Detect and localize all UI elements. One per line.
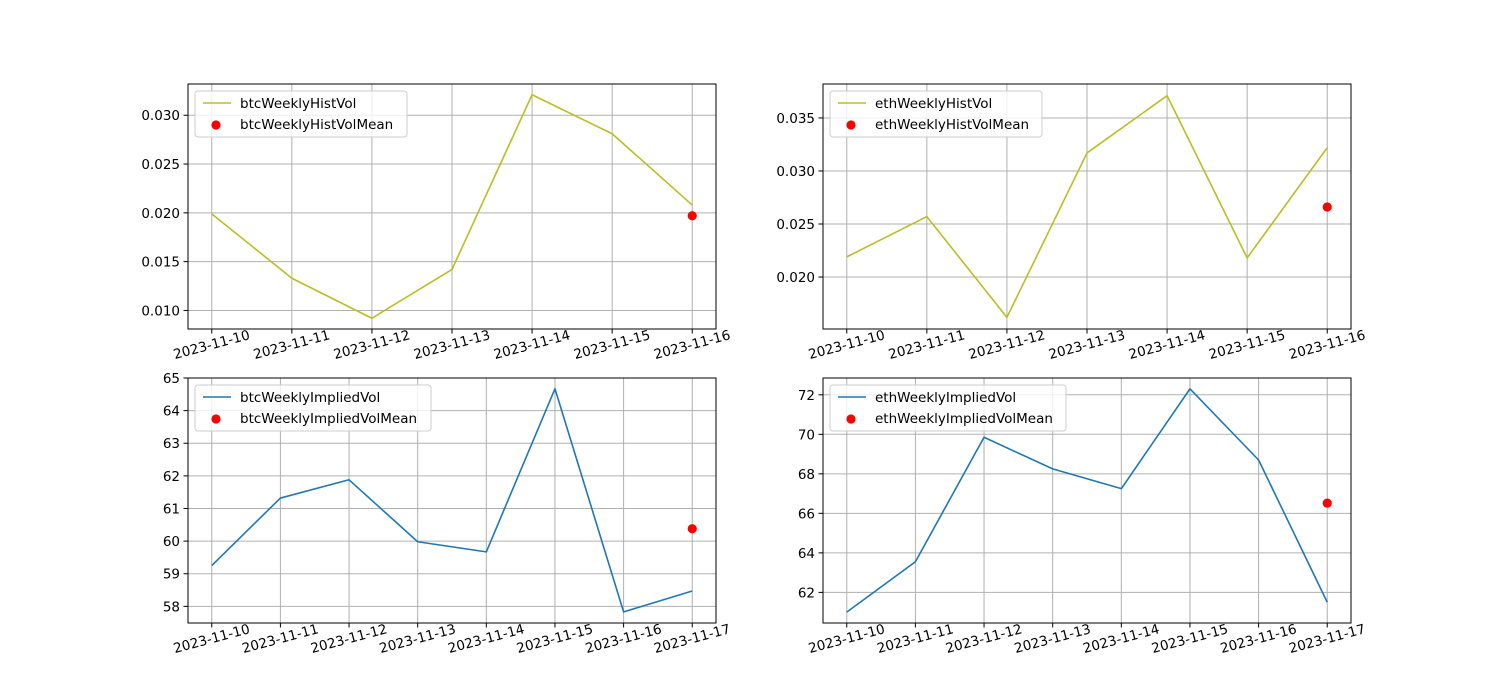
legend-dot-swatch [211,414,221,424]
y-tick-label: 0.025 [776,217,815,233]
legend: ethWeeklyHistVol ethWeeklyHistVolMean [829,90,1043,138]
y-tick-label: 0.035 [776,111,815,127]
y-tick-label: 0.030 [776,164,815,180]
y-tick-label: 72 [798,388,815,404]
axes-frame [822,83,1352,330]
legend-label: btcWeeklyHistVol [240,96,356,112]
legend-box [829,384,1067,432]
y-tick-label: 0.030 [141,108,180,124]
y-tick-label: 0.010 [141,303,180,319]
legend-label: ethWeeklyImpliedVol [875,390,1016,406]
series-line [211,387,693,613]
y-tick-label: 0.025 [141,157,180,173]
mean-point [687,524,697,534]
y-tick-label: 70 [798,427,815,443]
legend: btcWeeklyImpliedVol btcWeeklyImpliedVolMe… [194,384,432,432]
y-tick-label: 62 [798,585,815,601]
chart-eth-implied-vol: 2023-11-102023-11-112023-11-122023-11-13… [798,377,1367,657]
chart-btc-hist-vol: 2023-11-10 2023-11-11 2023-11-12 2023-11-13… [141,83,732,363]
legend-label: ethWeeklyImpliedVolMean [875,411,1053,427]
chart-eth-hist-vol: 2023-11-10 2023-11-11 2023-11-12 2023-11-13… [776,83,1367,363]
axes-frame [187,83,717,330]
y-tick-label: 58 [163,599,180,615]
legend-label: btcWeeklyImpliedVol [240,390,380,406]
y-tick-label: 65 [163,371,180,387]
chart-btc-implied-vol: 2023-11-102023-11-112023-11-122023-11-13… [163,371,732,657]
legend-box [194,90,408,138]
y-tick-label: 0.020 [776,270,815,286]
y-tick-label: 60 [163,534,180,550]
y-tick-label: 64 [798,546,815,562]
legend: btcWeeklyHistVol btcWeeklyHistVolMean [194,90,408,138]
legend-box [194,384,432,432]
y-tick-label: 62 [163,469,180,485]
mean-point [1322,498,1332,508]
legend-dot-swatch [211,120,221,130]
legend-box [829,90,1043,138]
y-tick-label: 61 [163,501,180,517]
y-tick-label: 66 [798,506,815,522]
axes-frame [187,377,717,624]
series-line [211,93,693,320]
legend-label: ethWeeklyHistVol [875,96,992,112]
series-line [846,94,1328,319]
legend: ethWeeklyImpliedVol ethWeeklyImpliedVolMe… [829,384,1067,432]
legend-label: ethWeeklyHistVolMean [875,117,1029,133]
series-line [846,388,1328,613]
axes-frame [822,377,1352,624]
y-tick-label: 0.020 [141,206,180,222]
legend-dot-swatch [846,414,856,424]
y-tick-label: 63 [163,436,180,452]
y-tick-label: 0.015 [141,255,180,271]
mean-point [687,211,697,221]
legend-label: btcWeeklyImpliedVolMean [240,411,417,427]
mean-point [1322,202,1332,212]
legend-dot-swatch [846,120,856,130]
legend-label: btcWeeklyHistVolMean [240,117,393,133]
y-tick-label: 59 [163,567,180,583]
y-tick-label: 64 [163,404,180,420]
y-tick-label: 68 [798,467,815,483]
